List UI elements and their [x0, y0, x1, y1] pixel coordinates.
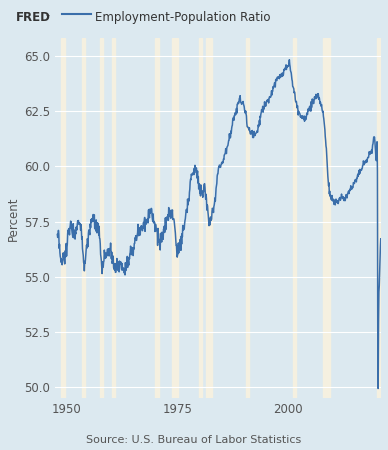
- Bar: [61, 38, 66, 398]
- Text: Employment-Population Ratio: Employment-Population Ratio: [95, 11, 270, 24]
- Text: ··: ··: [45, 11, 50, 21]
- Bar: [324, 38, 331, 398]
- Bar: [112, 38, 115, 398]
- Bar: [293, 38, 296, 398]
- Bar: [199, 38, 202, 398]
- Bar: [171, 38, 178, 398]
- Bar: [378, 38, 381, 398]
- Y-axis label: Percent: Percent: [7, 196, 20, 241]
- Text: FRED: FRED: [16, 11, 50, 24]
- Bar: [206, 38, 212, 398]
- Text: Source: U.S. Bureau of Labor Statistics: Source: U.S. Bureau of Labor Statistics: [87, 435, 301, 445]
- Bar: [246, 38, 249, 398]
- Bar: [100, 38, 103, 398]
- Bar: [155, 38, 159, 398]
- Bar: [82, 38, 85, 398]
